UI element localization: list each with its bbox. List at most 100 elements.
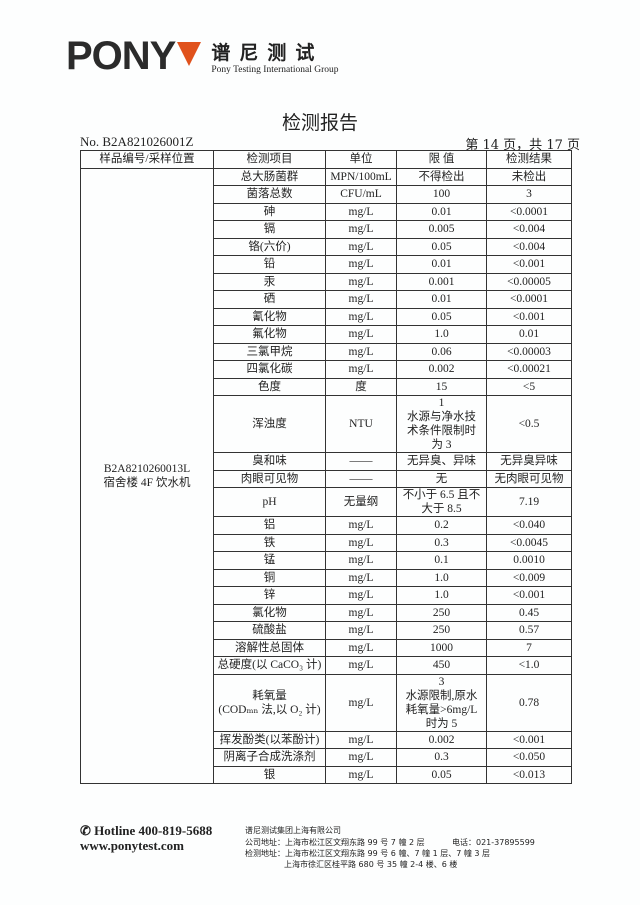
table-row: 色度度 15 <5	[81, 377, 572, 396]
result-cell: <0.00003	[486, 342, 572, 361]
table-row: 铜 mg/L 1.0 <0.009	[81, 568, 572, 587]
unit-cell: mg/L	[325, 551, 397, 570]
sample-location: 宿舍楼 4F 饮水机	[103, 476, 191, 489]
hotline-block: ✆ Hotline 400-819-5688 www.ponytest.com	[80, 823, 212, 853]
results-table: 样品编号/采样位置 检测项目 单位限 值检测结果 B2A8210260013L 宿舍楼 …	[80, 150, 572, 784]
result-cell: <0.0045	[486, 533, 572, 552]
item-cell: 氰化物	[213, 307, 326, 326]
limit-cell: 0.05	[396, 765, 487, 784]
unit-cell: mg/L	[325, 533, 397, 552]
unit-cell: mg/L	[325, 516, 397, 535]
table-row: 四氯化碳 mg/L 0.002 <0.00021	[81, 360, 572, 379]
unit-cell: mg/L	[325, 255, 397, 274]
item-cell: 硒	[213, 290, 326, 309]
item-cell: 肉眼可见物	[213, 469, 326, 488]
company-address: 公司地址：上海市松江区文翔东路 99 号 7 幢 2 层	[245, 838, 425, 847]
item-cell: 氟化物	[213, 325, 326, 344]
item-cell: 总硬度(以 CaCO₃ 计)	[213, 656, 326, 675]
table-row: 铅 mg/L 0.01 <0.001	[81, 255, 572, 274]
result-cell: <1.0	[486, 656, 572, 675]
result-cell: <0.004	[486, 220, 572, 239]
result-cell: <0.004	[486, 237, 572, 256]
result-cell: 无肉眼可见物	[486, 469, 572, 488]
result-cell: 7.19	[486, 487, 572, 517]
result-cell: <0.001	[486, 586, 572, 605]
unit-cell: mg/L	[325, 237, 397, 256]
item-cell: 银	[213, 765, 326, 784]
result-cell: <0.001	[486, 255, 572, 274]
unit-cell: 无量纲	[325, 487, 397, 517]
item-cell: 挥发酚类(以苯酚计)	[213, 730, 326, 749]
result-cell: 3	[486, 185, 572, 204]
item-cell: 砷	[213, 202, 326, 221]
table-row: pH 无量纲 不小于 6.5 且不 大于 8.5 7.19	[81, 487, 572, 517]
item-cell: 铝	[213, 516, 326, 535]
result-cell: <0.009	[486, 568, 572, 587]
website[interactable]: www.ponytest.com	[80, 838, 184, 853]
limit-cell: 0.1	[396, 551, 487, 570]
table-row: B2A8210260013L 宿舍楼 4F 饮水机 总大肠菌群 MPN/100mL 不得…	[80, 167, 572, 784]
result-cell: 0.0010	[486, 551, 572, 570]
unit-cell: mg/L	[325, 272, 397, 291]
result-cell: <0.001	[486, 730, 572, 749]
table-row: 氰化物 mg/L 0.05 <0.001	[81, 307, 572, 326]
item-cell: 阴离子合成洗涤剂	[213, 748, 326, 767]
limit-cell: 0.002	[396, 730, 487, 749]
unit-cell: mg/L	[325, 656, 397, 675]
sample-id: B2A8210260013L	[103, 462, 191, 475]
item-cell: 耗氧量 (CODₘₙ 法,以 O₂ 计)	[213, 673, 326, 732]
limit-cell: 0.01	[396, 202, 487, 221]
unit-cell: mg/L	[325, 290, 397, 309]
column-header: 检测项目	[213, 150, 326, 169]
table-row: 铬(六价) mg/L 0.05 <0.004	[81, 237, 572, 256]
table-row: 硒 mg/L 0.01 <0.0001	[81, 290, 572, 309]
unit-cell: mg/L	[325, 325, 397, 344]
item-cell: 溶解性总固体	[213, 638, 326, 657]
table-row: 镉 mg/L 0.005 <0.004	[81, 220, 572, 239]
limit-cell: 0.002	[396, 360, 487, 379]
unit-cell: mg/L	[325, 748, 397, 767]
item-cell: 铅	[213, 255, 326, 274]
lab-address-1: 检测地址：上海市松江区文翔东路 99 号 6 幢、7 幢 1 层、7 幢 3 层	[245, 849, 491, 858]
phone: 电话：021-37895599	[452, 838, 535, 847]
limit-cell: 100	[396, 185, 487, 204]
brand-cn: 谱尼测试	[211, 42, 324, 64]
unit-cell: mg/L	[325, 621, 397, 640]
table-row: 硫酸盐 mg/L 250 0.57	[81, 621, 572, 640]
item-cell: 氯化物	[213, 603, 326, 622]
limit-cell: 1 水源与净水技 术条件限制时为 3	[396, 395, 487, 453]
unit-cell: mg/L	[325, 673, 397, 732]
unit-cell: 度	[325, 377, 397, 396]
company-name: 谱尼测试集团上海有限公司	[245, 826, 341, 835]
limit-cell: 0.2	[396, 516, 487, 535]
unit-cell: mg/L	[325, 220, 397, 239]
lab-address-2: 上海市徐汇区桂平路 680 号 35 幢 2-4 楼、6 楼	[284, 860, 458, 869]
result-cell: <0.00021	[486, 360, 572, 379]
limit-cell: 1.0	[396, 568, 487, 587]
table-header: 样品编号/采样位置 检测项目 单位限 值检测结果	[80, 150, 572, 169]
item-cell: 汞	[213, 272, 326, 291]
item-cell: 菌落总数	[213, 185, 326, 204]
column-header: 限 值	[396, 150, 487, 169]
result-cell: 7	[486, 638, 572, 657]
unit-cell: mg/L	[325, 360, 397, 379]
unit-cell: mg/L	[325, 202, 397, 221]
result-cell: <0.5	[486, 395, 572, 453]
limit-cell: 1.0	[396, 586, 487, 605]
result-cell: <0.040	[486, 516, 572, 535]
result-cell: <0.0001	[486, 290, 572, 309]
table-row: 砷 mg/L 0.01 <0.0001	[81, 202, 572, 221]
item-cell: 铁	[213, 533, 326, 552]
limit-cell: 0.01	[396, 255, 487, 274]
limit-cell: 不小于 6.5 且不 大于 8.5	[396, 487, 487, 517]
result-cell: 无异臭异味	[486, 452, 572, 471]
item-cell: 臭和味	[213, 452, 326, 471]
page-info: 第 14 页，共 17 页	[465, 138, 580, 153]
item-cell: 镉	[213, 220, 326, 239]
item-cell: 浑浊度	[213, 395, 326, 453]
limit-cell: 无	[396, 469, 487, 488]
result-cell: 0.78	[486, 673, 572, 732]
table-row: 菌落总数 CFU/mL 100 3	[81, 185, 572, 204]
item-cell: 三氯甲烷	[213, 342, 326, 361]
